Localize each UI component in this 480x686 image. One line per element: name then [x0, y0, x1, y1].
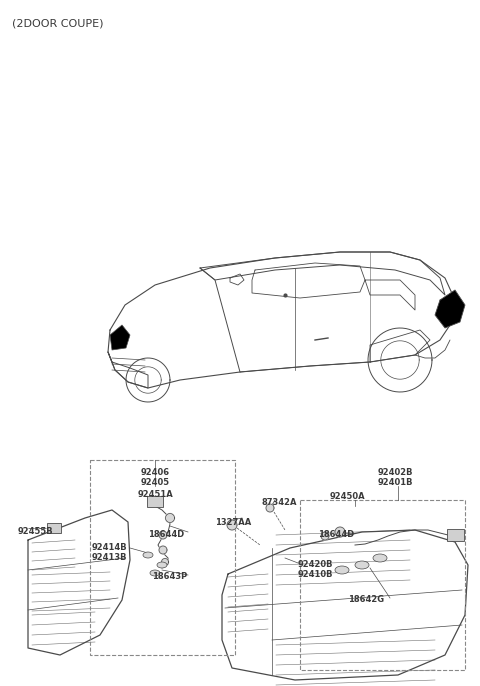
FancyBboxPatch shape [447, 529, 464, 541]
Text: 92410B: 92410B [298, 570, 334, 579]
Text: 1327AA: 1327AA [215, 518, 251, 527]
Bar [90, 460, 235, 655]
Ellipse shape [373, 554, 387, 562]
Polygon shape [110, 325, 130, 350]
Polygon shape [162, 558, 168, 565]
Polygon shape [335, 527, 345, 537]
Text: (2DOOR COUPE): (2DOOR COUPE) [12, 18, 104, 28]
Text: 92414B: 92414B [92, 543, 128, 552]
Ellipse shape [355, 561, 369, 569]
Text: 18644D: 18644D [318, 530, 354, 539]
Text: 92401B: 92401B [378, 478, 413, 487]
Polygon shape [159, 546, 167, 554]
Polygon shape [227, 520, 237, 530]
Text: 92402B: 92402B [378, 468, 413, 477]
Text: 92451A: 92451A [137, 490, 173, 499]
FancyBboxPatch shape [147, 496, 163, 507]
Text: 92450A: 92450A [330, 492, 366, 501]
Bar [300, 500, 465, 670]
Text: 92455B: 92455B [18, 527, 54, 536]
Text: 92405: 92405 [141, 478, 169, 487]
Polygon shape [166, 514, 175, 523]
Polygon shape [266, 504, 274, 512]
Ellipse shape [150, 570, 160, 576]
Ellipse shape [157, 562, 167, 568]
Ellipse shape [143, 552, 153, 558]
Polygon shape [159, 531, 167, 539]
FancyBboxPatch shape [47, 523, 61, 533]
Text: 92420B: 92420B [298, 560, 334, 569]
Polygon shape [435, 290, 465, 328]
Ellipse shape [335, 566, 349, 574]
Text: 18643P: 18643P [152, 572, 187, 581]
Text: 18642G: 18642G [348, 595, 384, 604]
Text: 18644D: 18644D [148, 530, 184, 539]
Text: 87342A: 87342A [262, 498, 298, 507]
Polygon shape [321, 532, 329, 540]
Text: 92406: 92406 [141, 468, 169, 477]
Text: 92413B: 92413B [92, 553, 128, 562]
